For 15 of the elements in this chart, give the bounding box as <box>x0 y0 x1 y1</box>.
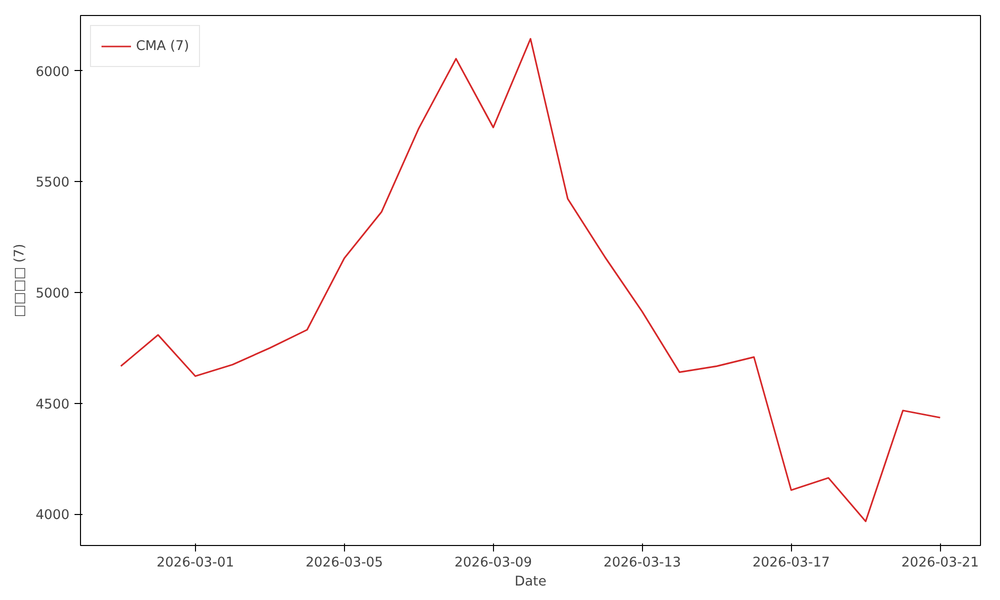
y-tick-label: 4500 <box>36 397 70 412</box>
x-tick-label: 2026-03-01 <box>156 556 234 570</box>
x-tick-label: 2026-03-05 <box>306 556 384 570</box>
x-tick-label: 2026-03-21 <box>901 556 979 570</box>
x-tick-label: 2026-03-17 <box>752 556 830 570</box>
x-tick-label: 2026-03-09 <box>454 556 532 570</box>
y-tick-label: 5000 <box>36 286 70 302</box>
y-axis-title: □□□□ (7) <box>12 244 28 318</box>
x-tick-label: 2026-03-13 <box>603 556 681 570</box>
legend-label: CMA (7) <box>136 38 190 54</box>
y-tick-label: 4000 <box>36 508 70 524</box>
x-axis-title: Date <box>514 574 546 590</box>
line-series <box>120 38 941 522</box>
y-tick-label: 5500 <box>36 176 70 191</box>
y-tick-label: 6000 <box>36 64 70 80</box>
